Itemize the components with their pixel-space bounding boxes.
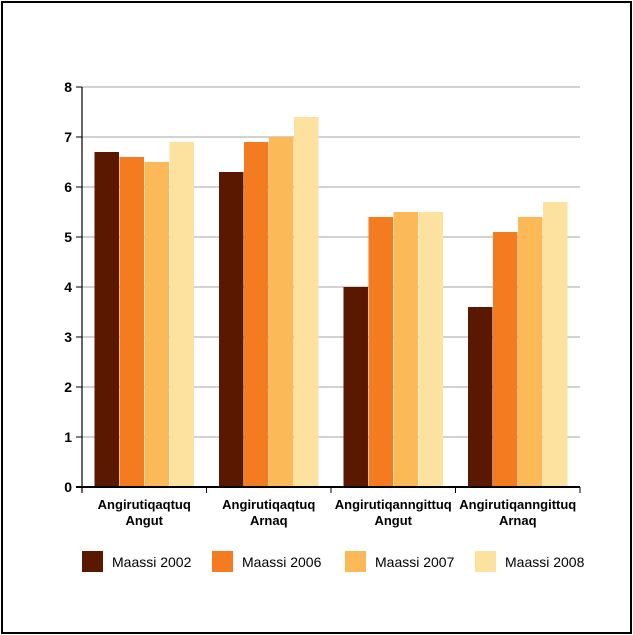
y-tick-label: 2 (64, 379, 72, 395)
bar (119, 157, 144, 487)
legend-label: Maassi 2006 (242, 554, 322, 570)
bar (144, 162, 169, 487)
bar (244, 142, 269, 487)
legend-label: Maassi 2002 (112, 554, 192, 570)
bar (518, 217, 543, 487)
bar (393, 212, 418, 487)
y-tick-label: 5 (64, 229, 72, 245)
bar (169, 142, 194, 487)
x-tick-label: Angirutiqanngittuq (335, 497, 452, 512)
x-tick-label: Angirutiqaqtuq (98, 497, 191, 512)
y-tick-label: 6 (64, 179, 72, 195)
bar (343, 287, 368, 487)
legend-swatch (475, 551, 496, 572)
legend-label: Maassi 2008 (505, 554, 585, 570)
y-tick-label: 3 (64, 329, 72, 345)
legend-swatch (212, 551, 233, 572)
bar (94, 152, 119, 487)
bar (418, 212, 443, 487)
y-tick-label: 7 (64, 129, 72, 145)
bar (543, 202, 568, 487)
x-tick-label: Angut (374, 513, 412, 528)
y-tick-label: 8 (64, 79, 72, 95)
x-tick-label: Angut (125, 513, 163, 528)
legend-swatch (345, 551, 366, 572)
y-tick-label: 0 (64, 479, 72, 495)
x-tick-label: Angirutiqaqtuq (222, 497, 315, 512)
bar (269, 137, 294, 487)
bar (294, 117, 319, 487)
x-tick-label: Angirutiqanngittuq (459, 497, 576, 512)
x-tick-label: Arnaq (250, 513, 288, 528)
bar (493, 232, 518, 487)
bar (468, 307, 493, 487)
bar (219, 172, 244, 487)
y-tick-label: 4 (64, 279, 72, 295)
legend-swatch (82, 551, 103, 572)
legend-label: Maassi 2007 (375, 554, 455, 570)
y-tick-label: 1 (64, 429, 72, 445)
bar (368, 217, 393, 487)
x-tick-label: Arnaq (499, 513, 537, 528)
